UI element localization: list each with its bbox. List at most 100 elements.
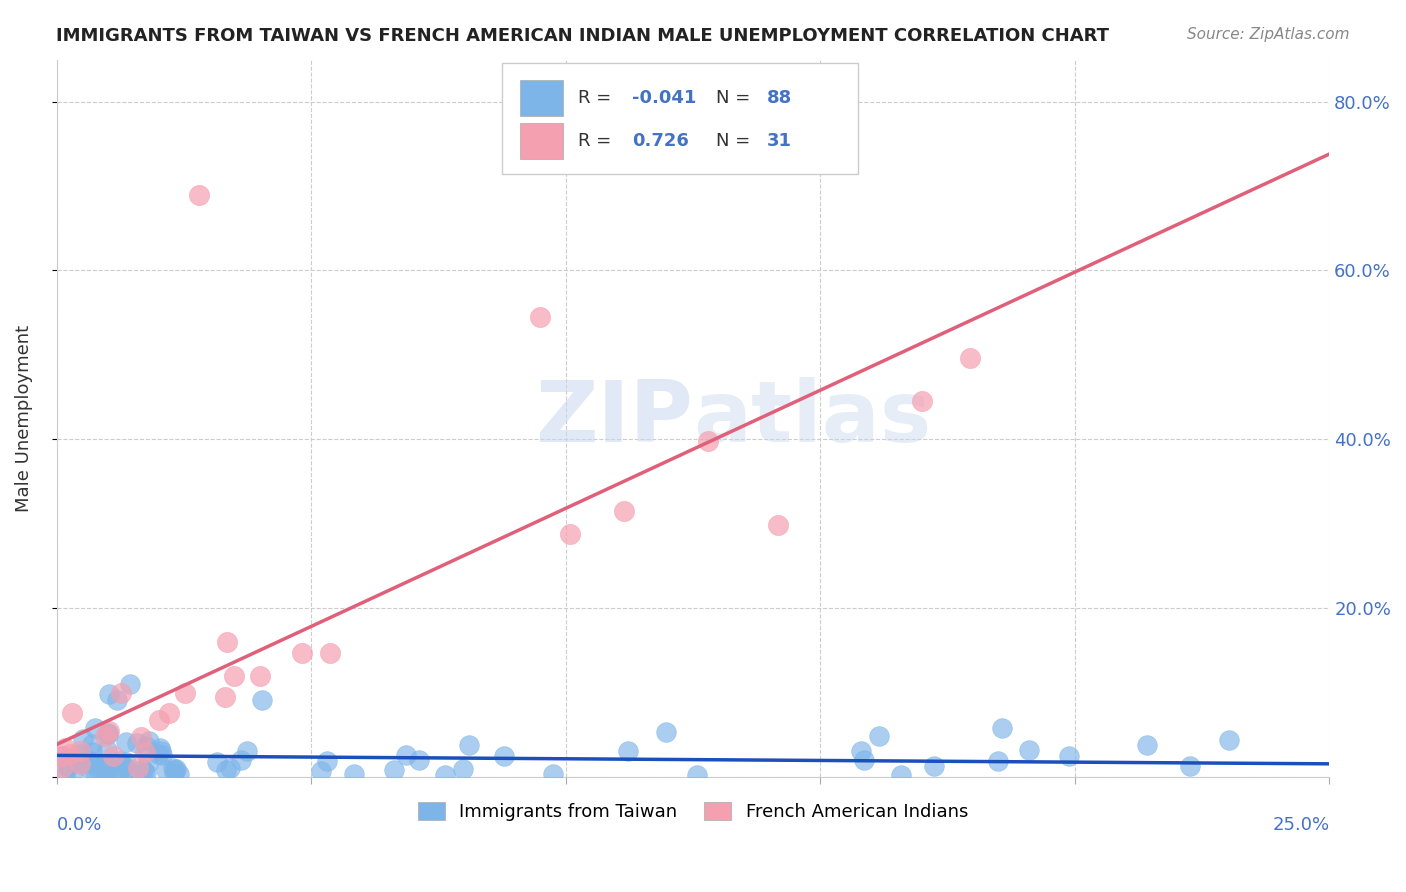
Point [219,761,242,775]
Point [118,763,141,777]
Point [91,767,114,781]
Point [76,760,98,774]
Point [69,755,91,769]
Point [96,763,118,777]
Point [82,737,104,751]
Point [215,635,238,649]
Point [118,677,141,691]
Text: 88: 88 [766,88,792,107]
Point [80,756,103,770]
Text: 0.0%: 0.0% [56,816,103,834]
Point [150,744,173,758]
Point [155,763,177,777]
Point [1018,743,1040,757]
Point [868,729,890,743]
Text: 31: 31 [766,132,792,150]
Point [959,351,981,365]
Point [56,760,79,774]
Point [69,743,91,757]
Point [188,187,211,202]
Point [319,646,342,660]
Point [63,749,86,764]
Point [110,686,132,700]
Point [655,725,678,739]
Text: N =: N = [716,132,756,150]
Point [51,748,73,763]
Point [222,669,245,683]
Point [1057,749,1080,764]
Point [101,748,124,763]
Point [214,690,236,704]
Point [84,764,107,779]
Point [408,753,430,767]
Point [105,766,128,780]
Point [132,762,155,776]
Text: 25.0%: 25.0% [1272,816,1329,834]
Point [458,739,481,753]
Point [249,669,271,683]
Point [852,753,875,767]
Point [94,758,117,772]
Point [451,762,474,776]
Text: Source: ZipAtlas.com: Source: ZipAtlas.com [1187,27,1350,42]
Point [382,763,405,777]
Text: IMMIGRANTS FROM TAIWAN VS FRENCH AMERICAN INDIAN MALE UNEMPLOYMENT CORRELATION C: IMMIGRANTS FROM TAIWAN VS FRENCH AMERICA… [56,27,1109,45]
Point [987,754,1010,768]
Point [1218,733,1240,747]
FancyBboxPatch shape [502,63,859,174]
Point [84,721,107,735]
FancyBboxPatch shape [520,123,564,159]
Point [229,753,252,767]
Point [851,744,873,758]
Point [94,729,117,743]
Y-axis label: Male Unemployment: Male Unemployment [15,325,32,512]
Point [97,687,120,701]
Point [136,756,159,770]
Point [309,764,332,778]
Point [697,434,720,448]
Point [115,735,138,749]
Point [55,769,77,783]
Point [135,766,157,780]
Point [169,767,191,781]
Point [129,730,152,744]
Text: -0.041: -0.041 [631,88,696,107]
Point [146,747,169,761]
Point [613,504,636,518]
Point [80,745,103,759]
Point [138,734,160,748]
Legend: Immigrants from Taiwan, French American Indians: Immigrants from Taiwan, French American … [411,795,976,829]
Point [51,749,73,764]
Text: N =: N = [716,88,756,107]
Point [87,762,110,776]
Point [215,764,238,778]
Point [890,768,912,782]
Point [59,747,82,761]
Point [205,755,228,769]
Point [911,394,934,409]
Point [127,736,149,750]
Point [236,744,259,758]
Point [163,766,186,780]
Point [134,745,156,759]
Point [60,706,83,721]
Point [922,759,945,773]
Point [316,754,339,768]
Point [152,747,174,762]
Point [96,743,118,757]
Point [110,754,132,768]
Point [115,755,138,769]
Point [108,765,131,780]
Point [98,756,121,771]
Point [162,762,184,776]
Point [72,732,94,747]
Text: R =: R = [578,132,617,150]
Point [1178,759,1201,773]
Point [250,693,273,707]
Point [129,768,152,782]
Point [135,739,157,753]
Point [77,754,100,768]
Point [163,763,186,777]
Point [94,766,117,780]
Point [433,768,456,782]
